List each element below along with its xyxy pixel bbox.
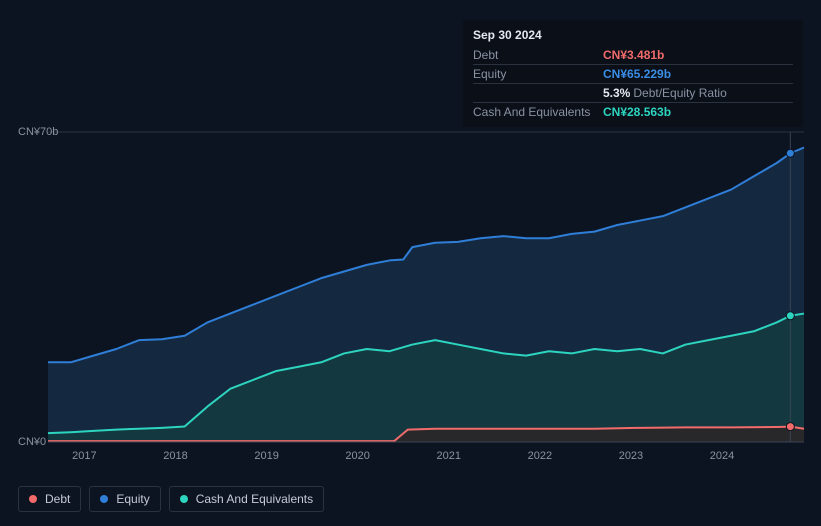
debt-equity-chart[interactable]: CN¥0 CN¥70b 2017 2018 2019 2020 2021 2022 2023 2… xyxy=(18,120,804,480)
legend-label: Debt xyxy=(45,492,70,506)
chart-legend: Debt Equity Cash And Equivalents xyxy=(18,486,324,512)
x-axis-label: 2023 xyxy=(619,450,643,462)
tooltip-row-value: CN¥28.563b xyxy=(603,105,671,119)
x-axis-label: 2018 xyxy=(163,450,187,462)
tooltip-row-label xyxy=(473,86,603,100)
tooltip-row-label: Debt xyxy=(473,48,603,62)
chart-plot-area[interactable] xyxy=(48,132,804,442)
tooltip-row-value: 5.3%Debt/Equity Ratio xyxy=(603,86,727,100)
x-axis-label: 2017 xyxy=(72,450,96,462)
x-axis-label: 2024 xyxy=(710,450,734,462)
tooltip-row-label: Equity xyxy=(473,67,603,81)
series-marker xyxy=(786,423,794,431)
tooltip-row: EquityCN¥65.229b xyxy=(473,65,793,84)
legend-item[interactable]: Debt xyxy=(18,486,81,512)
tooltip-date: Sep 30 2024 xyxy=(473,28,793,42)
tooltip-row-value: CN¥65.229b xyxy=(603,67,671,81)
series-marker xyxy=(786,149,794,157)
x-axis-label: 2019 xyxy=(254,450,278,462)
x-axis-label: 2021 xyxy=(437,450,461,462)
y-axis-label: CN¥70b xyxy=(18,126,58,138)
legend-item[interactable]: Cash And Equivalents xyxy=(169,486,324,512)
legend-dot-icon xyxy=(180,495,188,503)
tooltip-row: DebtCN¥3.481b xyxy=(473,46,793,65)
x-axis-label: 2022 xyxy=(528,450,552,462)
tooltip-row-label: Cash And Equivalents xyxy=(473,105,603,119)
legend-dot-icon xyxy=(100,495,108,503)
tooltip-row: Cash And EquivalentsCN¥28.563b xyxy=(473,103,793,121)
tooltip-row: 5.3%Debt/Equity Ratio xyxy=(473,84,793,103)
x-axis-label: 2020 xyxy=(345,450,369,462)
legend-item[interactable]: Equity xyxy=(89,486,160,512)
legend-label: Equity xyxy=(116,492,149,506)
y-axis-label: CN¥0 xyxy=(18,436,46,448)
legend-dot-icon xyxy=(29,495,37,503)
legend-label: Cash And Equivalents xyxy=(196,492,313,506)
tooltip-row-value: CN¥3.481b xyxy=(603,48,664,62)
series-marker xyxy=(786,312,794,320)
chart-tooltip: Sep 30 2024 DebtCN¥3.481bEquityCN¥65.229… xyxy=(463,20,803,127)
